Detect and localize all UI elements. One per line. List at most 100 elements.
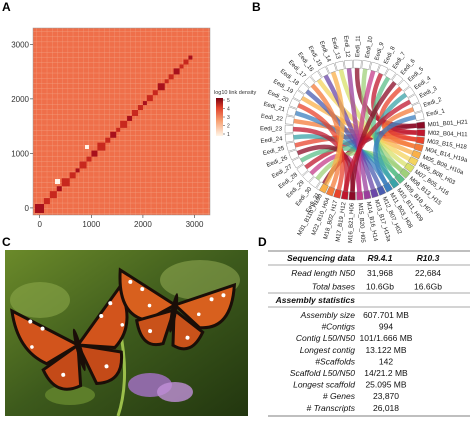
table-cell: 607.701 MB [363,310,409,320]
eedi-segment [292,90,305,102]
row-label: Longest scaffold [293,380,355,390]
m-segment [325,186,336,197]
m-segment [415,136,425,145]
m-segment [376,185,387,196]
table-cell: 31,968 [367,268,393,278]
row-label: #Contigs [321,322,355,332]
eedi-segment [288,149,300,161]
m-segment [382,182,393,193]
row-label: #Scaffolds [315,356,355,366]
row-label: Contig L50/N50 [296,333,355,343]
circos-label: M02_B04_H11 [428,131,468,139]
eedi-segment [411,102,423,113]
m-segment [399,168,411,179]
eedi-segment [361,60,371,70]
table-cell: 23,870 [373,391,399,401]
table-header: R9.4.1 [367,253,392,263]
panel-label: D [258,235,267,249]
circos-label: Eedi_12 [342,35,350,58]
photo [5,250,248,417]
section-title: Assembly statistics [275,295,356,305]
x-tick-label: 2000 [134,220,152,229]
panel-label: B [252,0,261,14]
m-segment [416,129,426,137]
diagonal-block [35,204,44,213]
circos-label: Eedi_9 [374,41,385,61]
eedi-segment [398,79,410,92]
m-segment [318,183,329,194]
circos-label: Eedi_2 [423,97,443,109]
eedi-segment [284,133,295,143]
diagonal-block [157,83,165,91]
eedi-segment [317,66,329,78]
circos-label: Eedi_13 [330,37,341,60]
diagonal-block [179,64,184,69]
diagonal-block [164,79,169,84]
y-tick-label: 0 [25,204,30,213]
table-cell: 26,018 [373,403,399,413]
diagonal-block [85,145,89,149]
m-segment [404,162,415,173]
colorbar-tick-label: 1 [227,132,230,138]
diagonal-block [168,74,174,80]
table-cell: 25.095 MB [365,380,406,390]
eedi-segment [334,60,345,71]
eedi-segment [297,82,310,95]
eedi-segment [353,59,362,69]
table-cell: 10.6Gb [366,282,394,292]
table-cell: 22,684 [415,268,441,278]
eedi-segment [286,141,297,152]
row-label: # Genes [323,391,356,401]
diagonal-block [97,142,106,151]
m-segment [411,149,422,160]
eedi-segment [291,157,304,169]
diagonal-block [142,101,147,106]
colorbar-tick-label: 3 [227,115,230,121]
diagonal-block [56,186,62,192]
diagonal-block [188,55,193,60]
diagonal-block [91,150,98,157]
m-segment [348,191,356,201]
m-segment [416,121,426,129]
eedi-segment [284,124,294,134]
circos-label: Eedi_25 [262,146,285,157]
eedi-segment [343,59,353,69]
eedi-segment [310,70,322,83]
m-segment [394,173,406,184]
eedi-segment [303,76,316,88]
chord [343,99,412,192]
y-tick-label: 2000 [11,95,29,104]
table-cell: 994 [379,322,393,332]
colorbar-tick-label: 5 [227,98,230,104]
m-segment [340,190,349,200]
x-tick-label: 1000 [82,220,100,229]
heatmap [32,27,211,216]
eedi-segment [285,115,295,125]
chord [374,92,408,182]
row-label: Scaffold L50/N50 [290,368,355,378]
m-segment [413,143,424,152]
m-segment [407,156,419,167]
eedi-segment [289,98,300,109]
m-segment [333,188,342,199]
eedi-segment [408,94,420,106]
colorbar-tick-label: 2 [227,124,230,130]
chord [346,68,369,192]
diagonal-block [105,137,111,143]
diagonal-block [55,179,60,184]
circos-label: Eedi_10 [365,35,375,58]
eedi-segment [403,86,415,98]
circos-label: Eedi_1 [426,108,446,118]
diagonal-block [120,120,128,128]
row-label: Read length N50 [291,268,355,278]
diagonal-block [173,68,180,75]
diagonal-block [132,109,139,116]
colorbar-tick-label: 4 [227,107,230,113]
diagonal-block [79,161,87,169]
circos: Eedi_31Eedi_30Eedi_29Eedi_28Eedi_27Eedi_… [260,35,469,244]
diagonal-block [127,115,133,121]
table-cell: 142 [379,356,393,366]
chord [371,72,418,135]
circos-label: Eedi_22 [260,114,283,123]
circos-label: Eedi_23 [260,126,283,132]
